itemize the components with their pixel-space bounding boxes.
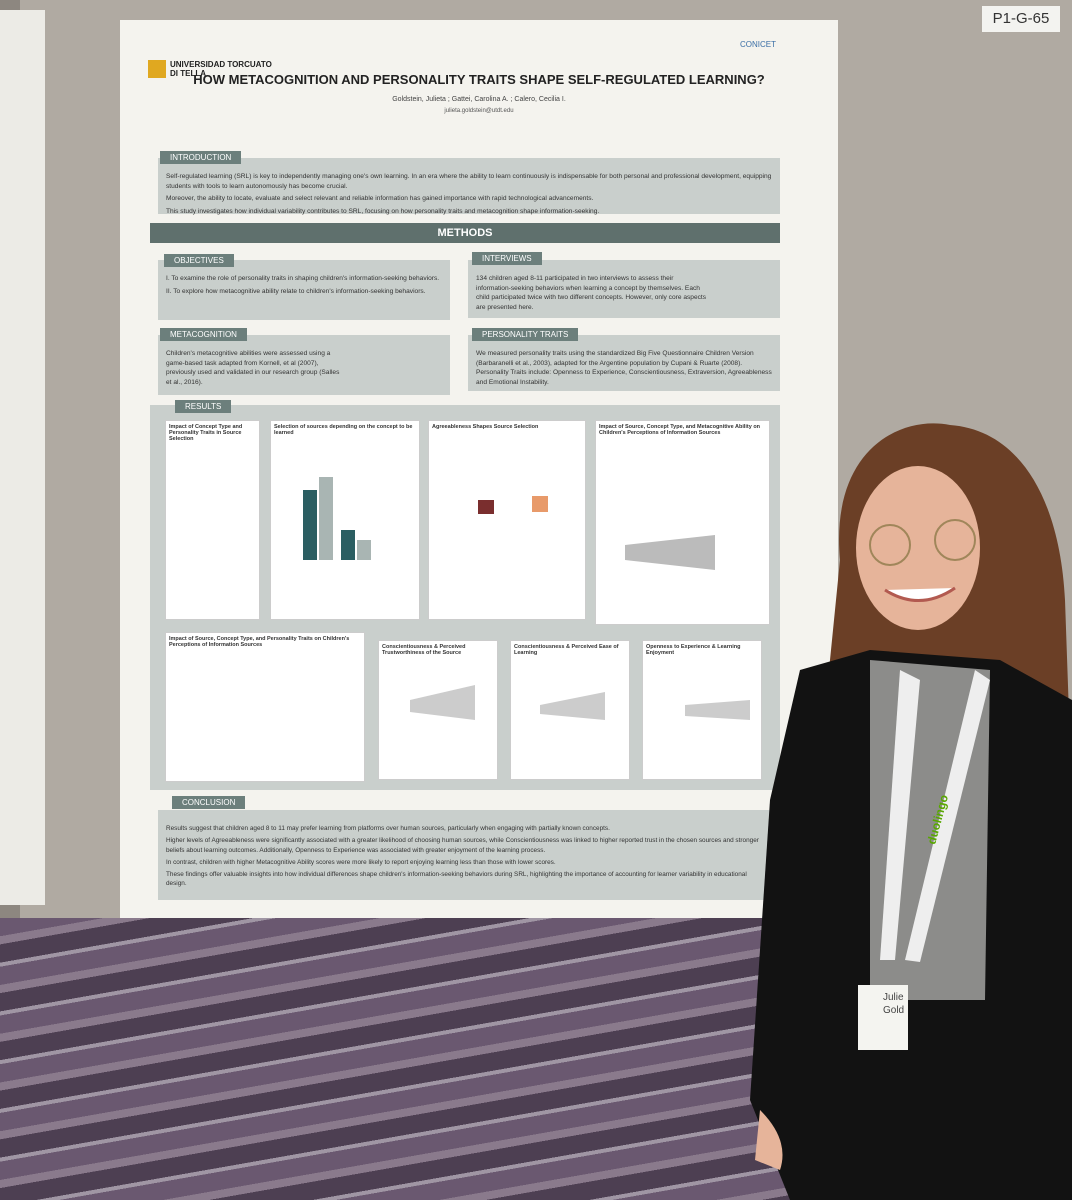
personality-text: We measured personality traits using the… xyxy=(476,350,772,386)
methods-bar: METHODS xyxy=(150,223,780,243)
metacognition-text: Children's metacognitive abilities were … xyxy=(166,350,340,386)
conclusion-box: Results suggest that children aged 8 to … xyxy=(158,810,770,900)
conclusion-text: Results suggest that children aged 8 to … xyxy=(166,825,610,832)
ribbon xyxy=(685,700,750,720)
logo-left: UNIVERSIDAD TORCUATO DI TELLA xyxy=(148,60,280,78)
section-heading: INTERVIEWS xyxy=(472,252,542,265)
section-heading: PERSONALITY TRAITS xyxy=(472,328,579,341)
results-panel: Impact of Source, Concept Type, and Meta… xyxy=(595,420,770,625)
results-panel: Selection of sources depending on the co… xyxy=(270,420,420,620)
conclusion-text: Higher levels of Agreeableness were sign… xyxy=(166,837,759,854)
results-panel: Impact of Source, Concept Type, and Pers… xyxy=(165,632,365,782)
bar xyxy=(319,477,333,560)
section-heading: INTRODUCTION xyxy=(160,151,242,164)
glasses xyxy=(869,524,911,566)
box xyxy=(532,496,548,512)
intro-text: Moreover, the ability to locate, evaluat… xyxy=(166,195,594,203)
board-label: P1-G-65 xyxy=(982,6,1060,32)
lanyard xyxy=(905,670,990,962)
ribbon xyxy=(625,535,715,570)
hand xyxy=(755,1110,783,1170)
section-heading: CONCLUSION xyxy=(172,796,246,809)
objective: II. To explore how metacognitive ability… xyxy=(166,287,426,295)
section-heading: METACOGNITION xyxy=(160,328,247,341)
intro-text: This study investigates how individual v… xyxy=(166,207,600,215)
badge-name: Gold xyxy=(883,1005,904,1016)
interviews-box: 134 children aged 8-11 participated in t… xyxy=(468,260,780,318)
conclusion-text: In contrast, children with higher Metaco… xyxy=(166,858,556,866)
left-poster xyxy=(0,10,45,905)
face xyxy=(856,466,980,630)
results-panel: Agreeableness Shapes Source Selection xyxy=(428,420,586,620)
intro-text: Self-regulated learning (SRL) is key to … xyxy=(166,173,772,190)
badge xyxy=(858,985,908,1050)
box xyxy=(478,500,494,514)
logo-right: CONICET xyxy=(740,40,776,49)
bar xyxy=(341,530,355,560)
objective: I. To examine the role of personality tr… xyxy=(166,275,440,282)
email: julieta.goldstein@utdt.edu xyxy=(444,108,514,114)
personality-box: We measured personality traits using the… xyxy=(468,335,780,391)
results-panel: Impact of Concept Type and Personality T… xyxy=(165,420,260,620)
results-graphics xyxy=(303,477,750,720)
ribbon xyxy=(410,685,475,720)
results-panel: Conscientiousness & Perceived Ease of Le… xyxy=(510,640,630,780)
badge-name: Julie xyxy=(883,992,904,1003)
poster-title: HOW METACOGNITION AND PERSONALITY TRAITS… xyxy=(193,72,765,87)
interviews-text: 134 children aged 8-11 participated in t… xyxy=(476,275,707,311)
objectives-box: I. To examine the role of personality tr… xyxy=(158,260,450,320)
poster: UNIVERSIDAD TORCUATO DI TELLA CONICET HO… xyxy=(120,20,838,918)
glasses xyxy=(934,519,976,561)
metacognition-box: Children's metacognitive abilities were … xyxy=(158,335,450,395)
ribbon xyxy=(540,692,605,720)
bar xyxy=(357,540,371,560)
smile xyxy=(884,586,956,602)
conclusion-text: These findings offer valuable insights i… xyxy=(166,871,747,888)
lanyard xyxy=(880,670,920,960)
section-heading: RESULTS xyxy=(175,400,232,413)
section-heading: OBJECTIVES xyxy=(164,254,234,267)
bar xyxy=(303,490,317,560)
intro-box: Self-regulated learning (SRL) is key to … xyxy=(158,158,780,215)
authors: Goldstein, Julieta ; Gattei, Carolina A.… xyxy=(392,96,566,103)
